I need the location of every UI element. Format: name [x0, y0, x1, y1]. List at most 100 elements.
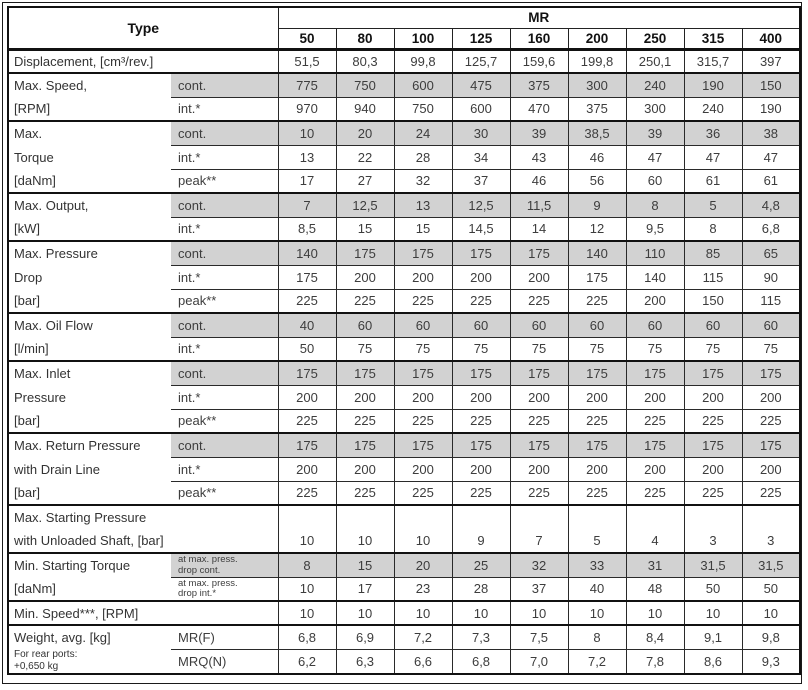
- type-label: cont.: [171, 72, 279, 98]
- value-cell: 8: [567, 624, 627, 650]
- value-cell: 43: [509, 144, 569, 170]
- value-cell: 200: [683, 384, 743, 410]
- value-cell: 10: [567, 600, 627, 626]
- row-label: with Unloaded Shaft, [bar]: [14, 533, 164, 548]
- value-cell: 10: [683, 600, 743, 626]
- value-cell: 225: [451, 480, 511, 506]
- type-label: peak**: [171, 408, 279, 434]
- column-header-size: 100: [393, 27, 453, 51]
- value-cell: 50: [741, 576, 801, 602]
- value-cell: 61: [741, 168, 801, 194]
- spec-row: Max. Oil Flow cont. 40 60 60 60 60 60 60 60 60: [8, 312, 801, 338]
- type-label: int.*: [171, 456, 279, 482]
- value-cell: 315,7: [683, 48, 743, 74]
- value-cell: 37: [451, 168, 511, 194]
- row-label: [daNm]: [14, 173, 56, 188]
- value-cell: 60: [567, 312, 627, 338]
- value-cell: 225: [451, 408, 511, 434]
- value-cell: 17: [335, 576, 395, 602]
- value-cell: 225: [567, 480, 627, 506]
- row-label: Pressure: [14, 389, 67, 405]
- value-cell: 200: [335, 264, 395, 290]
- spec-row: Max. Inlet cont. 175 175 175 175 175 175 175 175 1…: [8, 360, 801, 386]
- spec-row: Max. Speed, cont. 775 750 600 475 375 300 240 190…: [8, 72, 801, 98]
- type-label: cont.: [171, 432, 279, 458]
- value-cell: 61: [683, 168, 743, 194]
- value-cell: 14: [509, 216, 569, 242]
- spec-row: Pressure int.* 200 200 200 200 200 200 200 200 200: [8, 384, 801, 410]
- row-label: Max. Output,: [8, 192, 171, 217]
- row-label: [kW]: [14, 221, 40, 236]
- type-label: at max. press. drop int.*: [171, 576, 279, 602]
- value-cell: 9,1: [683, 624, 743, 650]
- value-cell: 75: [509, 336, 569, 362]
- value-cell: 175: [451, 432, 511, 458]
- value-cell: 10: [277, 576, 337, 602]
- value-cell: 6,8: [451, 648, 511, 675]
- value-cell: 175: [335, 432, 395, 458]
- spec-row: [bar] peak** 225 225 225 225 225 225 200 150 115: [8, 288, 801, 314]
- value-cell: 8: [683, 216, 743, 242]
- value-cell: 225: [741, 480, 801, 506]
- value-cell: 5: [567, 529, 627, 554]
- value-cell: 10: [625, 600, 685, 626]
- value-cell: 200: [509, 264, 569, 290]
- value-cell: 200: [335, 384, 395, 410]
- value-cell: 75: [567, 336, 627, 362]
- value-cell: 6,6: [393, 648, 453, 675]
- row-label: Max.: [8, 120, 171, 145]
- value-cell: 397: [741, 48, 801, 74]
- value-cell: 225: [741, 408, 801, 434]
- series-group-header: MR: [277, 6, 801, 29]
- spec-row: Max. Output, cont. 7 12,5 13 12,5 11,5 9 8 5 4,8: [8, 192, 801, 218]
- type-label: int.*: [171, 384, 279, 410]
- type-label: peak**: [171, 288, 279, 314]
- value-cell: 159,6: [509, 48, 569, 74]
- value-cell: 51,5: [277, 48, 337, 74]
- column-header-size: 50: [277, 27, 337, 51]
- type-label: peak**: [171, 480, 279, 506]
- value-cell: 175: [277, 432, 337, 458]
- row-label: Torque: [14, 149, 54, 165]
- value-cell: 10: [277, 529, 337, 554]
- value-cell: 10: [393, 600, 453, 626]
- value-cell: 200: [509, 384, 569, 410]
- row-label: Weight, avg. [kg]: [8, 624, 171, 649]
- spec-row: Displacement, [cm³/rev.] 51,5 80,3 99,8 125,…: [8, 48, 801, 74]
- value-cell: [509, 504, 569, 529]
- value-cell: 27: [335, 168, 395, 194]
- value-cell: 225: [509, 288, 569, 314]
- value-cell: 10: [509, 600, 569, 626]
- spec-row: Min. Speed***, [RPM] 10 10 10 10 10 10 10 10 10: [8, 600, 801, 626]
- value-cell: 775: [277, 72, 337, 98]
- row-label: Max. Return Pressure: [8, 432, 171, 457]
- spec-row: [kW] int.* 8,5 15 15 14,5 14 12 9,5 8 6,8: [8, 216, 801, 242]
- value-cell: 12,5: [335, 192, 395, 218]
- row-label: Displacement, [cm³/rev.]: [8, 48, 279, 73]
- value-cell: 225: [683, 480, 743, 506]
- value-cell: [335, 504, 395, 529]
- value-cell: 60: [625, 312, 685, 338]
- value-cell: 200: [393, 264, 453, 290]
- value-cell: 31,5: [741, 552, 801, 578]
- value-cell: 30: [451, 120, 511, 146]
- value-cell: [393, 504, 453, 529]
- value-cell: 175: [451, 240, 511, 266]
- row-label: [bar]: [14, 485, 41, 500]
- spec-row: Min. Starting Torque at max. press. drop …: [8, 552, 801, 578]
- value-cell: 75: [625, 336, 685, 362]
- value-cell: 20: [393, 552, 453, 578]
- value-cell: 175: [567, 264, 627, 290]
- value-cell: 225: [509, 480, 569, 506]
- value-cell: 600: [393, 72, 453, 98]
- value-cell: 50: [683, 576, 743, 602]
- value-cell: 200: [451, 264, 511, 290]
- spec-row: Torque int.* 13 22 28 34 43 46 47 47 47: [8, 144, 801, 170]
- page-frame: [2, 2, 802, 684]
- value-cell: 175: [277, 360, 337, 386]
- value-cell: 8,6: [683, 648, 743, 675]
- value-cell: 9,3: [741, 648, 801, 675]
- value-cell: 11,5: [509, 192, 569, 218]
- column-header-size: 400: [741, 27, 801, 51]
- value-cell: 200: [625, 384, 685, 410]
